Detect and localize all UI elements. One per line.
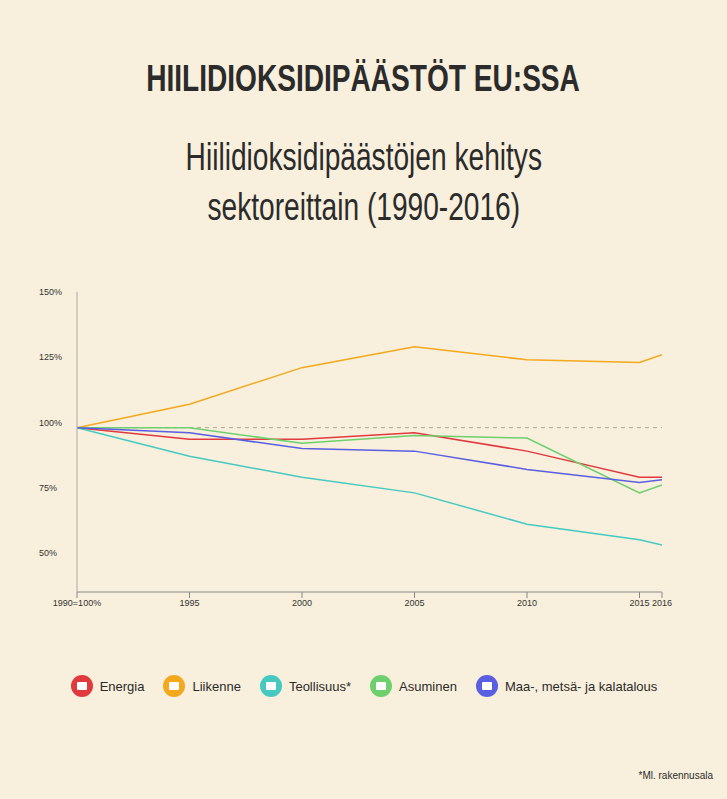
html-text:HIILIDIOKSIDIPÄÄSTÖT EU:SSA: HIILIDIOKSIDIPÄÄSTÖT EU:SSA bbox=[146, 58, 581, 99]
svg-text:125%: 125% bbox=[39, 352, 62, 362]
html-text:*Ml. rakennusala: *Ml. rakennusala bbox=[638, 770, 713, 781]
svg-text:100%: 100% bbox=[39, 418, 62, 428]
svg-text:2015: 2015 bbox=[629, 598, 649, 608]
svg-text:75%: 75% bbox=[39, 483, 57, 493]
html-text:Maa-, metsä- ja kalatalous: Maa-, metsä- ja kalatalous bbox=[504, 678, 658, 694]
html-text:Teollisuus*: Teollisuus* bbox=[288, 678, 352, 694]
svg-text:50%: 50% bbox=[39, 548, 57, 558]
svg-text:1990=100%: 1990=100% bbox=[53, 598, 101, 608]
html-text:Energia: Energia bbox=[99, 678, 145, 694]
svg-text:150%: 150% bbox=[39, 287, 62, 297]
svg-text:1995: 1995 bbox=[179, 598, 199, 608]
html-text:Asuminen: Asuminen bbox=[399, 678, 457, 694]
html-text:Liikenne: Liikenne bbox=[192, 678, 241, 694]
svg-text:2016: 2016 bbox=[652, 598, 672, 608]
svg-text:2010: 2010 bbox=[517, 598, 537, 608]
html-text:Hiilidioksidipäästöjen kehitys: Hiilidioksidipäästöjen kehitys sektoreit… bbox=[185, 136, 542, 228]
svg-text:2000: 2000 bbox=[292, 598, 312, 608]
svg-text:2005: 2005 bbox=[404, 598, 424, 608]
